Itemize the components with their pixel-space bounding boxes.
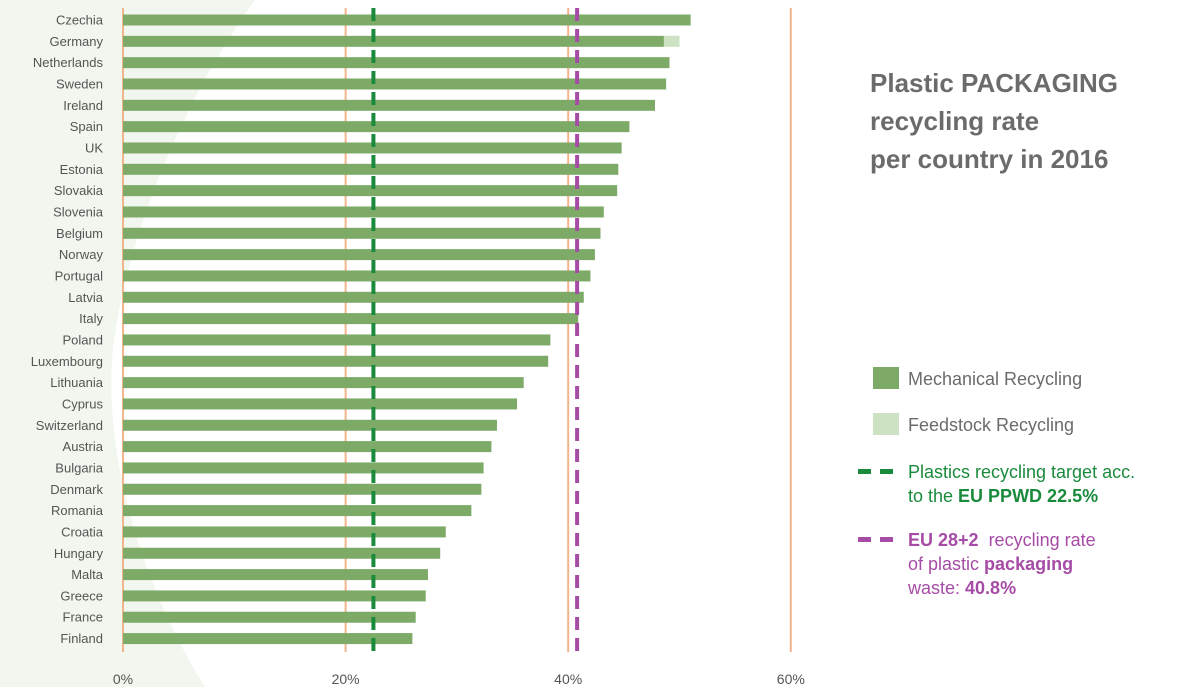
bar-mechanical-denmark [123, 483, 482, 495]
bar-mechanical-bulgaria [123, 462, 484, 474]
country-label-spain: Spain [70, 119, 103, 134]
country-label-sweden: Sweden [56, 76, 103, 91]
title-line-3: per country in 2016 [870, 144, 1109, 174]
bar-mechanical-italy [123, 313, 579, 325]
reference-lines [371, 8, 580, 652]
bar-mechanical-spain [123, 121, 630, 133]
bar-feedstock-germany [663, 35, 680, 47]
country-label-poland: Poland [63, 332, 103, 347]
bar-mechanical-sweden [123, 78, 667, 90]
bar-mechanical-slovakia [123, 185, 618, 197]
country-label-austria: Austria [63, 439, 104, 454]
legend-eu-line3-prefix: waste: [908, 578, 966, 598]
x-tick-label-40pct: 40% [554, 671, 582, 687]
country-label-ireland: Ireland [63, 98, 103, 113]
country-label-finland: Finland [60, 631, 103, 646]
bar-mechanical-ireland [123, 99, 656, 111]
country-label-estonia: Estonia [60, 162, 104, 177]
legend-target-value: EU PPWD 22.5% [958, 486, 1099, 506]
country-label-romania: Romania [51, 503, 104, 518]
x-axis-ticks: 0% 20% 40% 60% [113, 671, 805, 687]
bar-mechanical-malta [123, 569, 428, 581]
country-label-slovenia: Slovenia [53, 204, 104, 219]
legend-eu-bold: EU 28+2 [908, 530, 979, 550]
bar-mechanical-hungary [123, 547, 441, 559]
legend-swatch-mechanical [873, 367, 899, 389]
country-label-hungary: Hungary [54, 546, 104, 561]
bar-mechanical-france [123, 611, 416, 623]
bar-mechanical-greece [123, 590, 426, 602]
x-tick-label-60pct: 60% [777, 671, 805, 687]
bar-mechanical-latvia [123, 291, 584, 303]
country-label-switzerland: Switzerland [36, 418, 103, 433]
country-label-lithuania: Lithuania [50, 375, 104, 390]
country-label-czechia: Czechia [56, 13, 104, 28]
country-label-portugal: Portugal [55, 268, 104, 283]
gridlines [122, 8, 792, 652]
country-label-uk: UK [85, 140, 103, 155]
bar-mechanical-czechia [123, 14, 691, 26]
bar-mechanical-cyprus [123, 398, 518, 410]
bar-mechanical-austria [123, 441, 492, 453]
bar-mechanical-romania [123, 505, 472, 517]
legend-swatch-feedstock [873, 413, 899, 435]
bar-mechanical-switzerland [123, 419, 497, 431]
legend-label-mechanical: Mechanical Recycling [908, 369, 1083, 389]
bar-mechanical-luxembourg [123, 355, 549, 367]
bar-mechanical-estonia [123, 163, 619, 175]
bars [123, 14, 691, 645]
country-label-germany: Germany [50, 34, 104, 49]
country-label-netherlands: Netherlands [33, 55, 104, 70]
x-tick-label-20pct: 20% [332, 671, 360, 687]
x-tick-label-0pct: 0% [113, 671, 133, 687]
bar-mechanical-belgium [123, 227, 601, 239]
country-label-malta: Malta [71, 567, 104, 582]
country-label-denmark: Denmark [50, 482, 103, 497]
bar-mechanical-norway [123, 249, 595, 261]
country-label-bulgaria: Bulgaria [55, 460, 103, 475]
legend-eu-rest: recycling rate [978, 530, 1096, 550]
bar-mechanical-portugal [123, 270, 591, 282]
country-label-greece: Greece [60, 588, 103, 603]
country-labels: Czechia Germany Netherlands Sweden Ireland Sp… [31, 13, 104, 647]
legend-target-line-1: Plastics recycling target acc. [908, 462, 1136, 482]
bar-mechanical-croatia [123, 526, 446, 538]
legend-label-feedstock: Feedstock Recycling [908, 415, 1075, 435]
bar-mechanical-uk [123, 142, 622, 154]
bar-mechanical-finland [123, 633, 413, 645]
legend-eu-value: 40.8% [965, 578, 1017, 598]
country-label-norway: Norway [59, 247, 104, 262]
legend-eu-line2-bold: packaging [984, 554, 1074, 574]
country-label-latvia: Latvia [68, 290, 103, 305]
country-label-slovakia: Slovakia [54, 183, 104, 198]
bar-mechanical-poland [123, 334, 551, 346]
title-line-1: Plastic PACKAGING [870, 68, 1119, 98]
bar-mechanical-netherlands [123, 57, 670, 69]
country-label-france: France [63, 610, 103, 625]
country-label-luxembourg: Luxembourg [31, 354, 103, 369]
bar-mechanical-germany [123, 35, 664, 47]
title-line-2: recycling rate [870, 106, 1040, 136]
bar-mechanical-slovenia [123, 206, 604, 218]
chart-title: Plastic PACKAGING recycling rate per cou… [870, 64, 1170, 178]
country-label-belgium: Belgium [56, 226, 103, 241]
country-label-cyprus: Cyprus [62, 396, 104, 411]
country-label-italy: Italy [79, 311, 103, 326]
country-label-croatia: Croatia [61, 524, 104, 539]
legend-eu-line2-prefix: of plastic [908, 554, 985, 574]
legend-target-prefix: to the [908, 486, 959, 506]
bar-mechanical-lithuania [123, 377, 524, 389]
